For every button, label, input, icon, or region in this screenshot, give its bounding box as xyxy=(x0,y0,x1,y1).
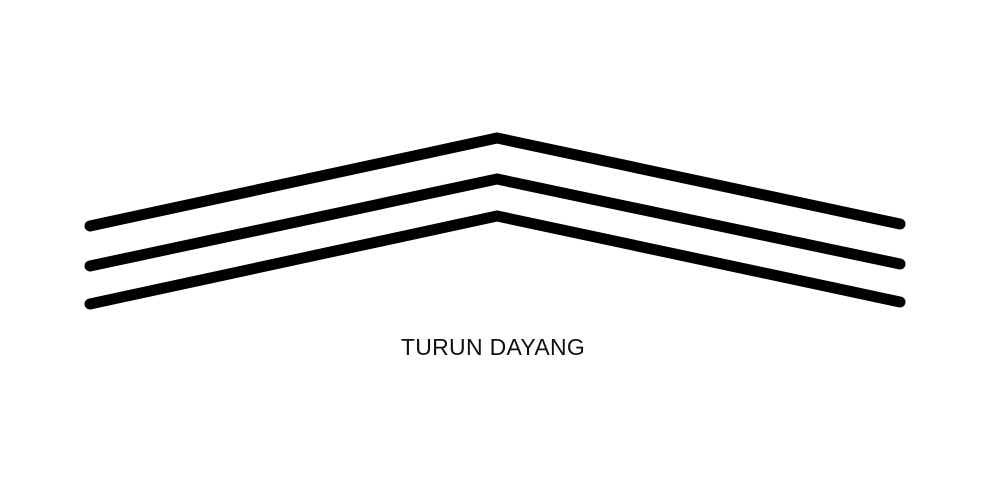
chevron-line-top xyxy=(84,132,906,232)
symbol-caption: TURUN DAYANG xyxy=(400,334,586,360)
chevron-line-middle xyxy=(84,173,906,272)
chevron-line-bottom xyxy=(84,210,906,310)
